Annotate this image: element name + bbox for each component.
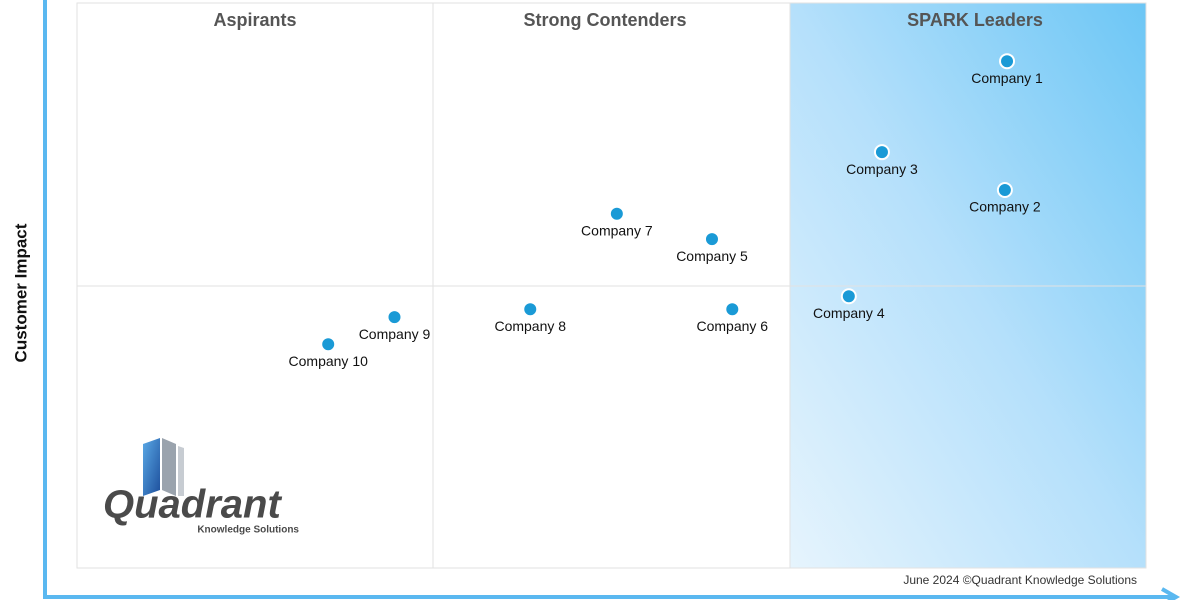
point: [320, 336, 337, 353]
quadrant-title: SPARK Leaders: [907, 10, 1043, 30]
logo-subtitle: Knowledge Solutions: [197, 525, 299, 536]
axis-line: [43, 0, 1172, 599]
point-label: Company 4: [813, 305, 885, 321]
logo-icon: [178, 446, 184, 496]
point: [703, 231, 720, 248]
point: [386, 309, 403, 326]
point: [999, 53, 1016, 70]
point: [996, 182, 1013, 199]
logo-icon: [162, 438, 176, 496]
point-label: Company 5: [676, 248, 748, 264]
point: [608, 205, 625, 222]
quadrant-title: Strong Contenders: [523, 10, 686, 30]
point: [840, 288, 857, 305]
point-label: Company 7: [581, 222, 653, 238]
quadrant-title: Aspirants: [213, 10, 296, 30]
point: [724, 301, 741, 318]
point-label: Company 8: [494, 318, 566, 334]
point-label: Company 9: [359, 326, 431, 342]
point-label: Company 10: [289, 353, 369, 369]
point-label: Company 1: [971, 70, 1043, 86]
logo-icon: [143, 438, 160, 496]
logo: Quadrant Knowledge Solutions: [103, 438, 299, 536]
y-axis-label: Customer Impact: [11, 223, 30, 362]
point: [522, 301, 539, 318]
footnote: June 2024 ©Quadrant Knowledge Solutions: [903, 573, 1137, 587]
point-label: Company 6: [697, 318, 769, 334]
point: [873, 144, 890, 161]
logo-title: Quadrant: [103, 483, 282, 527]
point-label: Company 2: [969, 199, 1041, 215]
point-label: Company 3: [846, 161, 918, 177]
